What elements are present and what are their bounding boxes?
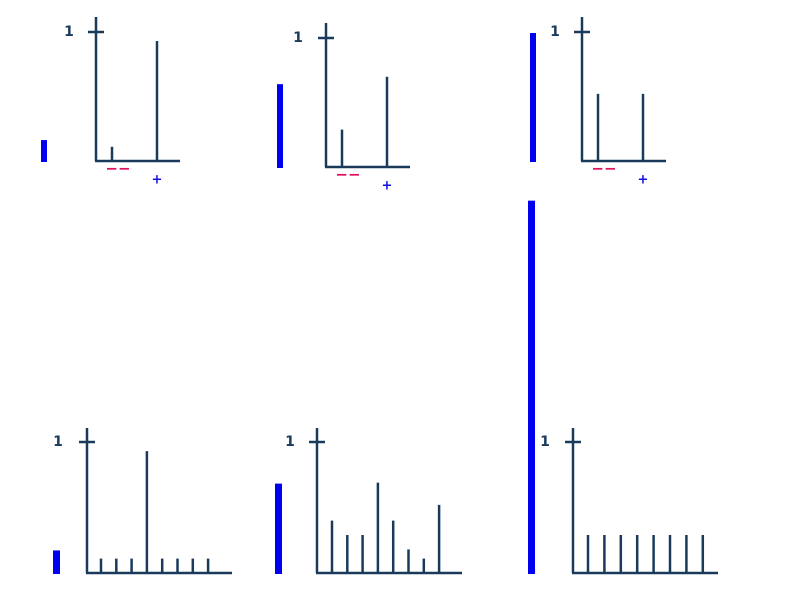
entropy-bar <box>53 550 60 574</box>
plus-label: + <box>382 179 393 194</box>
minus-label: −− <box>335 166 360 184</box>
y-tick-label: 1 <box>53 434 63 450</box>
minus-label: −− <box>591 160 616 178</box>
y-tick-label: 1 <box>64 24 74 40</box>
y-tick-label: 1 <box>285 434 295 450</box>
entropy-bar <box>275 483 282 574</box>
plus-label: + <box>638 173 649 188</box>
plus-label: + <box>152 173 163 188</box>
y-tick-label: 1 <box>293 30 303 46</box>
entropy-bar <box>41 140 47 162</box>
y-tick-label: 1 <box>550 24 560 40</box>
minus-label: −− <box>105 160 130 178</box>
entropy-bar <box>528 200 535 574</box>
y-tick-label: 1 <box>540 434 550 450</box>
entropy-bar <box>530 33 536 162</box>
entropy-bar <box>277 84 283 168</box>
